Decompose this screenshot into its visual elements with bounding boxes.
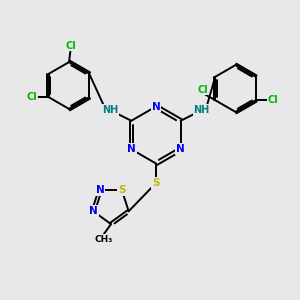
Text: Cl: Cl [268, 95, 278, 105]
Text: S: S [118, 185, 126, 196]
Text: S: S [152, 178, 160, 188]
Text: NH: NH [102, 105, 119, 115]
Text: N: N [152, 101, 160, 112]
Text: CH₃: CH₃ [94, 235, 112, 244]
Text: NH: NH [194, 105, 210, 115]
Text: Cl: Cl [26, 92, 37, 102]
Text: N: N [176, 144, 185, 154]
Text: N: N [89, 206, 98, 216]
Text: N: N [96, 185, 104, 196]
Text: N: N [127, 144, 136, 154]
Text: Cl: Cl [197, 85, 208, 95]
Text: Cl: Cl [65, 40, 76, 51]
